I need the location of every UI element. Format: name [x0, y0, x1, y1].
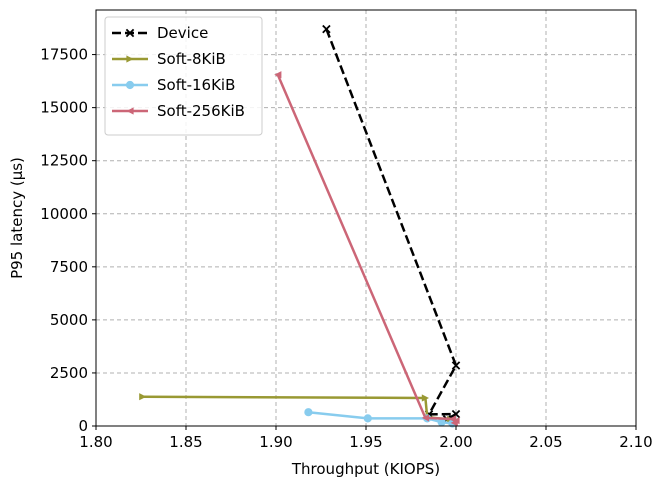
y-axis-label: P95 latency (µs)	[8, 157, 26, 279]
series-soft-8kib	[139, 393, 458, 426]
legend-label-soft-8kib: Soft-8KiB	[157, 50, 226, 68]
data-point-soft-8kib	[139, 393, 147, 401]
series-line-device	[325, 28, 458, 421]
data-point-device	[451, 361, 461, 370]
data-point-soft-16kib	[363, 414, 372, 423]
series-layer	[139, 24, 461, 428]
y-tick-label: 10000	[40, 205, 88, 223]
legend-label-device: Device	[157, 24, 208, 42]
y-tick-label: 12500	[40, 152, 88, 170]
x-tick-label: 2.10	[619, 433, 652, 451]
x-axis-label: Throughput (KIOPS)	[291, 460, 440, 478]
y-tick-label: 5000	[50, 311, 88, 329]
x-tick-label: 1.80	[79, 433, 112, 451]
data-point-soft-256kib	[450, 419, 458, 427]
x-tick-label: 2.05	[529, 433, 562, 451]
y-tick-label: 2500	[50, 364, 88, 382]
data-point-soft-8kib	[421, 394, 429, 402]
series-line-soft-256kib	[276, 74, 458, 424]
data-point-device	[451, 409, 461, 419]
data-point-soft-256kib	[274, 71, 282, 79]
legend-marker-soft-8kib	[126, 55, 134, 63]
series-soft-256kib	[274, 71, 460, 427]
legend-label-soft-16kib: Soft-16KiB	[157, 76, 235, 94]
y-tick-label: 17500	[40, 46, 88, 64]
y-tick-label: 0	[78, 417, 88, 435]
x-tick-label: 1.85	[169, 433, 202, 451]
legend-marker-device	[125, 28, 135, 38]
x-axis-ticks: 1.80 1.85 1.90 1.95 2.00 2.05 2.10	[79, 426, 653, 451]
x-tick-label: 1.90	[259, 433, 292, 451]
data-point-soft-256kib	[421, 414, 429, 422]
x-tick-label: 2.00	[439, 433, 472, 451]
legend-marker-soft-256kib	[126, 107, 134, 115]
data-point-soft-16kib	[304, 408, 313, 417]
legend-label-soft-256kib: Soft-256KiB	[157, 102, 245, 120]
x-tick-label: 1.95	[349, 433, 382, 451]
legend-marker-soft-16kib	[125, 80, 135, 90]
y-tick-label: 7500	[50, 258, 88, 276]
data-point-device	[322, 24, 331, 34]
legend: Device Soft-8KiB Soft-16KiB Soft-256KiB	[104, 16, 263, 136]
y-tick-label: 15000	[40, 99, 88, 117]
y-axis-ticks: 0 2500 5000 7500 10000 12500 15000 17500	[40, 46, 96, 435]
legend-box	[104, 16, 263, 136]
